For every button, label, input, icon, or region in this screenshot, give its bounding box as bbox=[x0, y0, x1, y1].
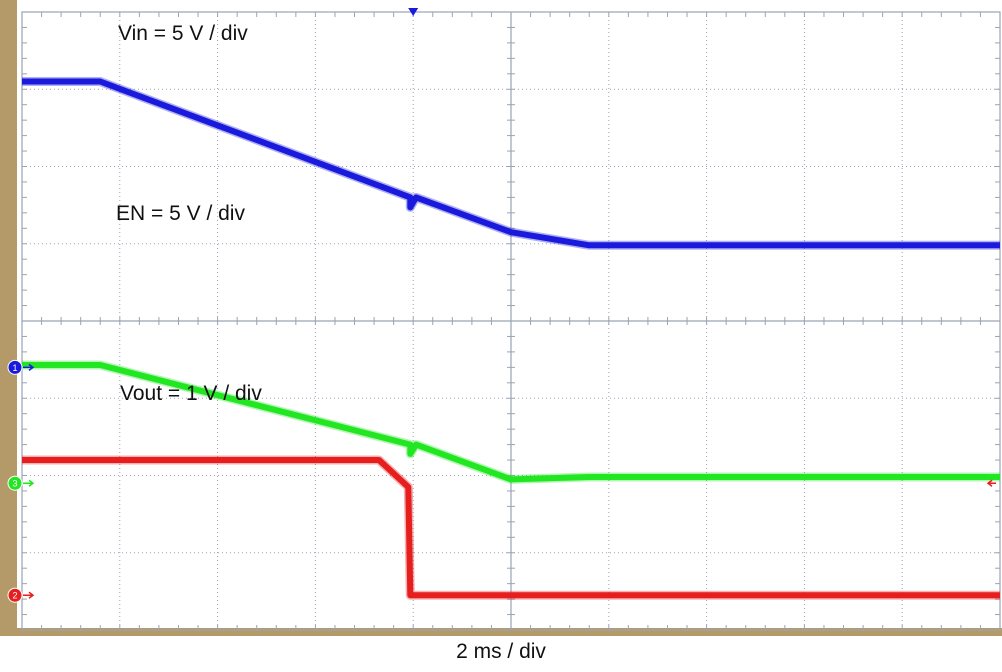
channel-marker-2 bbox=[7, 587, 23, 603]
series-label-vin: Vin = 5 V / div bbox=[118, 22, 248, 45]
traces bbox=[22, 77, 1000, 600]
x-axis-label: 2 ms / div bbox=[456, 640, 546, 663]
channel-marker-3 bbox=[7, 475, 23, 491]
scope-bezel-left bbox=[0, 0, 17, 636]
channel-marker-arrow bbox=[23, 363, 35, 371]
oscilloscope-screen: 1 3 2 Vin = 5 V / div EN = 5 V / div Vout … bbox=[0, 0, 1002, 636]
graticule bbox=[21, 11, 1001, 631]
channel-marker-number: 1 bbox=[12, 363, 17, 373]
channel-marker-1 bbox=[7, 359, 23, 375]
trace-ch2 bbox=[22, 457, 1000, 599]
trigger-position-marker bbox=[408, 8, 419, 16]
trace-ch1 bbox=[22, 78, 1000, 249]
channel-marker-number: 2 bbox=[12, 591, 17, 601]
channel-marker-arrow bbox=[23, 591, 35, 599]
channel-marker-number: 3 bbox=[12, 479, 17, 489]
scope-bezel-bottom bbox=[0, 628, 1002, 636]
series-label-vout: Vout = 1 V / div bbox=[120, 382, 262, 405]
plot-area bbox=[17, 0, 1002, 628]
series-label-en: EN = 5 V / div bbox=[116, 202, 245, 225]
channel-marker-arrow bbox=[23, 479, 35, 487]
trigger-level-marker bbox=[986, 479, 996, 487]
trace-ch3 bbox=[22, 362, 1000, 483]
channel-markers: 1 3 2 bbox=[7, 8, 996, 603]
